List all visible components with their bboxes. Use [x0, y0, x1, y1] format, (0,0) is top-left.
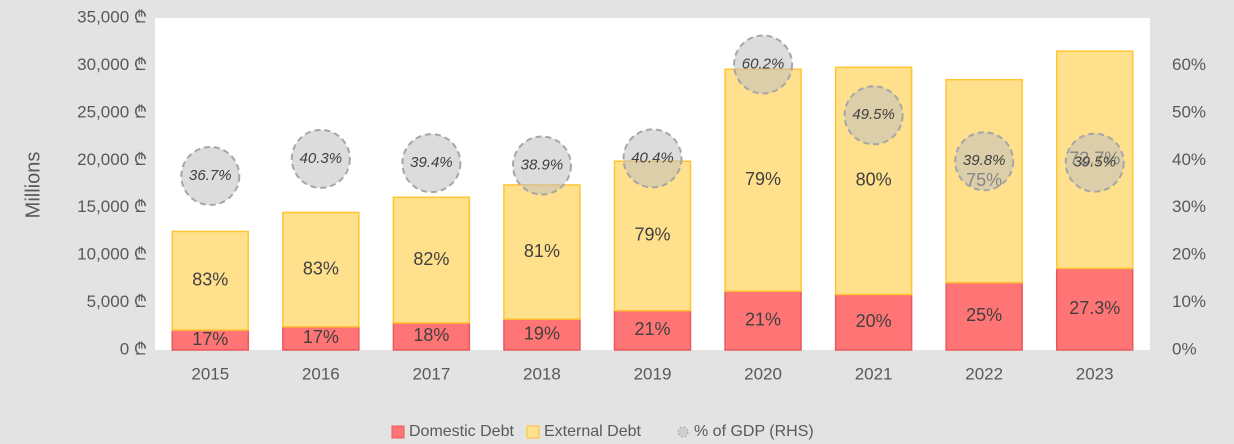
y2-tick-label: 10%: [1172, 292, 1206, 311]
bar-segment: [503, 318, 581, 351]
share-label: 27.3%: [1069, 298, 1120, 318]
share-label: 81%: [524, 241, 560, 261]
share-label: 17%: [303, 327, 339, 347]
bar-segment: [392, 322, 471, 351]
legend-swatch: [526, 425, 540, 439]
share-label: 79%: [745, 169, 781, 189]
y-tick-label: 15,000 ₾: [77, 197, 147, 216]
gdp-label: 39.8%: [963, 152, 1006, 169]
gdp-bubble: [954, 131, 1015, 192]
share-label: 17%: [192, 329, 228, 349]
y-tick-label: 0 ₾: [120, 339, 147, 358]
gdp-bubble: [733, 34, 794, 95]
y2-tick-label: 20%: [1172, 245, 1206, 264]
bar-segment: [724, 68, 802, 292]
y2-tick-label: 0%: [1172, 339, 1197, 358]
gdp-bubble: [290, 128, 351, 189]
y2-tick-label: 60%: [1172, 55, 1206, 74]
bar-segment: [724, 290, 802, 351]
y-tick-label: 25,000 ₾: [77, 102, 147, 121]
gdp-label: 38.9%: [521, 156, 564, 173]
share-label: 79%: [634, 225, 670, 245]
bar-segment: [834, 293, 913, 351]
x-tick-label: 2022: [965, 364, 1003, 383]
y-tick-label: 30,000 ₾: [77, 55, 147, 74]
gdp-label: 39.4%: [410, 154, 453, 171]
x-tick-label: 2017: [412, 364, 450, 383]
bar-segment: [503, 184, 581, 320]
gdp-label: 60.2%: [742, 55, 785, 72]
gdp-label: 40.4%: [631, 149, 674, 166]
y-tick-label: 5,000 ₾: [87, 292, 147, 311]
y-tick-label: 20,000 ₾: [77, 150, 147, 169]
y2-tick-label: 30%: [1172, 197, 1206, 216]
y-tick-label: 10,000 ₾: [77, 245, 147, 264]
gdp-label: 49.5%: [852, 106, 895, 123]
gdp-label: 40.3%: [300, 150, 343, 167]
legend-label: Domestic Debt: [409, 423, 514, 440]
x-tick-label: 2021: [855, 364, 893, 383]
gdp-bubble: [622, 128, 683, 189]
gdp-bubble: [843, 85, 904, 146]
share-label: 21%: [745, 309, 781, 329]
share-label: 83%: [303, 258, 339, 278]
share-label: 25%: [966, 305, 1002, 325]
gdp-bubble: [511, 135, 572, 196]
bar-segment: [1055, 267, 1134, 351]
bar-segment: [945, 281, 1023, 351]
x-tick-label: 2020: [744, 364, 782, 383]
share-label: 80%: [856, 170, 892, 190]
share-label: 19%: [524, 323, 560, 343]
share-label: 83%: [192, 270, 228, 290]
bar-segment: [613, 309, 692, 351]
legend-swatch: [391, 425, 405, 439]
x-tick-label: 2018: [523, 364, 561, 383]
share-label: 82%: [413, 249, 449, 269]
y-axis-title: Millions: [22, 152, 44, 219]
bar-segment: [171, 230, 250, 331]
gdp-label: 36.7%: [189, 167, 232, 184]
gdp-bubble: [1064, 132, 1125, 193]
x-tick-label: 2019: [634, 364, 672, 383]
y2-tick-label: 50%: [1172, 102, 1206, 121]
share-label: 20%: [856, 311, 892, 331]
share-label: 18%: [413, 325, 449, 345]
gdp-label: 39.5%: [1073, 154, 1116, 171]
gdp-bubble: [180, 145, 241, 206]
y-tick-label: 35,000 ₾: [77, 7, 147, 26]
y2-tick-label: 40%: [1172, 150, 1206, 169]
legend-swatch: [677, 426, 689, 438]
bar-segment: [282, 211, 360, 328]
x-tick-label: 2015: [191, 364, 229, 383]
bar-segment: [392, 196, 471, 324]
x-tick-label: 2023: [1076, 364, 1114, 383]
legend-label: % of GDP (RHS): [694, 423, 814, 440]
share-label: 21%: [634, 319, 670, 339]
x-tick-label: 2016: [302, 364, 340, 383]
legend-label: External Debt: [544, 423, 641, 440]
gdp-bubble: [401, 133, 462, 194]
